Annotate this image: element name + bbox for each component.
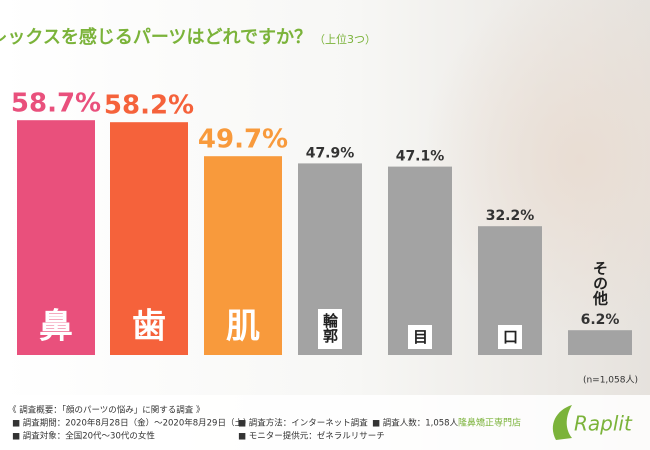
category-label: 鼻 bbox=[39, 307, 73, 347]
survey-item: ■ 調査人数：1,058人 bbox=[372, 418, 459, 429]
value-label: 49.7% bbox=[198, 125, 288, 155]
sample-note: (n=1,058人) bbox=[583, 375, 638, 386]
chart-title: 顔の中でコンプレックスを感じるパーツはどれですか？ bbox=[0, 26, 312, 48]
category-label: 歯 bbox=[132, 307, 166, 347]
bar bbox=[388, 166, 452, 355]
bar bbox=[568, 330, 632, 355]
footer-band bbox=[0, 395, 650, 450]
brand-name: Raplit bbox=[574, 412, 633, 436]
chart-subtitle: （上位3つ） bbox=[314, 32, 376, 46]
value-label: 47.9% bbox=[306, 145, 355, 161]
category-label: その他 bbox=[591, 260, 609, 306]
survey-item: ■ 調査期間：2020年8月28日（金）〜2020年8月29日（土） bbox=[12, 418, 251, 429]
value-label: 47.1% bbox=[396, 149, 445, 165]
category-label-box bbox=[498, 325, 522, 349]
value-label: 32.2% bbox=[486, 208, 535, 224]
category-label-box bbox=[318, 309, 342, 349]
brand-logo-leaf bbox=[552, 405, 572, 440]
category-label: 輪郭 bbox=[321, 312, 339, 344]
category-label: 口 bbox=[501, 329, 519, 344]
bar bbox=[204, 156, 282, 355]
survey-item: ■ 調査方法：インターネット調査 bbox=[238, 418, 368, 429]
survey-heading: 《 調査概要：「顔のパーツの悩み」に関する調査 》 bbox=[8, 405, 205, 416]
value-label: 58.2% bbox=[104, 91, 194, 121]
survey-item: ■ モニター提供元：ゼネラルリサーチ bbox=[238, 431, 385, 442]
value-label: 6.2% bbox=[581, 312, 620, 328]
category-label: 肌 bbox=[226, 307, 260, 347]
bar bbox=[17, 120, 95, 355]
brand-tagline: 隆鼻矯正専門店 bbox=[458, 417, 521, 429]
value-label: 58.7% bbox=[11, 89, 101, 119]
survey-item: ■ 調査対象：全国20代〜30代の女性 bbox=[12, 431, 155, 442]
bar bbox=[110, 122, 188, 355]
category-label-box bbox=[408, 325, 432, 349]
category-label: 目 bbox=[411, 329, 429, 345]
